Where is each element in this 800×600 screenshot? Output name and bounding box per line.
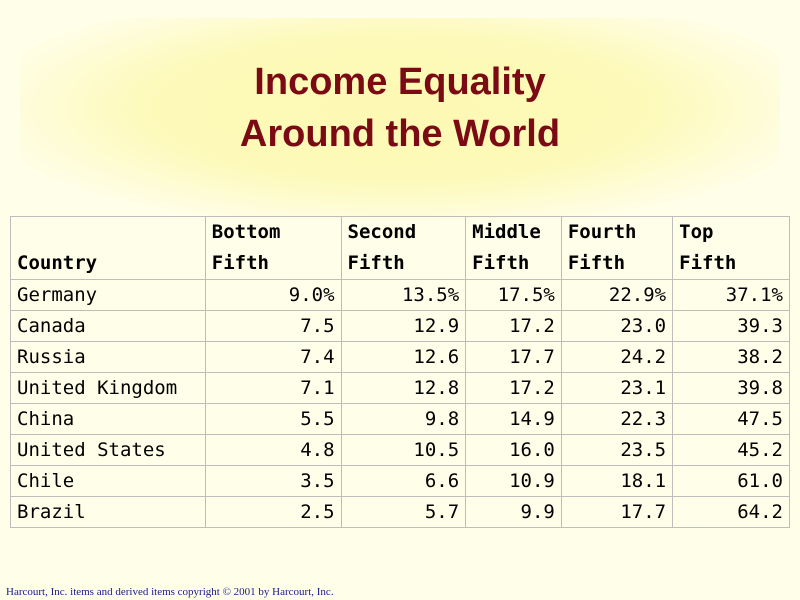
fourth-fifth-cell: 24.2: [560, 341, 674, 373]
header-fourth-line1: Fourth: [567, 221, 637, 243]
middle-fifth-cell: 17.7: [465, 341, 562, 373]
header-top-line1: Top: [679, 221, 714, 243]
header-fourth-fifth: Fourth Fifth: [560, 216, 674, 280]
second-fifth-cell: 13.5%: [340, 279, 467, 311]
country-cell: Russia: [10, 341, 206, 373]
header-second-line2: Fifth: [347, 252, 405, 274]
header-second-line1: Second: [347, 221, 417, 243]
fourth-fifth-cell: 17.7: [560, 496, 674, 528]
second-fifth-cell: 10.5: [340, 434, 467, 466]
table-row: United States 4.8 10.5 16.0 23.5 45.2: [10, 434, 790, 466]
table-row: Brazil 2.5 5.7 9.9 17.7 64.2: [10, 496, 790, 528]
title-line-1: Income Equality: [254, 61, 546, 103]
top-fifth-cell: 38.2: [672, 341, 790, 373]
header-top-line2: Fifth: [679, 252, 737, 274]
table-row: China 5.5 9.8 14.9 22.3 47.5: [10, 403, 790, 435]
bottom-fifth-cell: 4.8: [204, 434, 342, 466]
header-fourth-line2: Fifth: [567, 252, 626, 274]
top-fifth-cell: 39.3: [672, 310, 790, 342]
header-bottom-fifth: Bottom Fifth: [204, 216, 342, 280]
header-country: Country: [10, 216, 206, 280]
copyright-footer: Harcourt, Inc. items and derived items c…: [6, 586, 334, 598]
second-fifth-cell: 6.6: [340, 465, 467, 497]
table-row: Russia 7.4 12.6 17.7 24.2 38.2: [10, 341, 790, 373]
country-cell: China: [10, 403, 206, 435]
second-fifth-cell: 12.6: [340, 341, 467, 373]
country-cell: Brazil: [10, 496, 206, 528]
bottom-fifth-cell: 3.5: [204, 465, 342, 497]
bottom-fifth-cell: 2.5: [204, 496, 342, 528]
header-top-fifth: Top Fifth: [672, 216, 790, 280]
header-row: Country Bottom Fifth Second Fifth Middle…: [10, 216, 790, 280]
middle-fifth-cell: 16.0: [465, 434, 562, 466]
country-cell: United States: [10, 434, 206, 466]
top-fifth-cell: 39.8: [672, 372, 790, 404]
fourth-fifth-cell: 23.5: [560, 434, 674, 466]
header-second-fifth: Second Fifth: [340, 216, 467, 280]
fourth-fifth-cell: 22.3: [560, 403, 674, 435]
middle-fifth-cell: 17.5%: [465, 279, 562, 311]
bottom-fifth-cell: 7.5: [204, 310, 342, 342]
second-fifth-cell: 12.8: [340, 372, 467, 404]
middle-fifth-cell: 10.9: [465, 465, 562, 497]
header-middle-fifth: Middle Fifth: [465, 216, 562, 280]
middle-fifth-cell: 9.9: [465, 496, 562, 528]
title-glow: [20, 18, 780, 218]
fourth-fifth-cell: 23.1: [560, 372, 674, 404]
country-cell: Germany: [10, 279, 206, 311]
country-cell: Chile: [10, 465, 206, 497]
top-fifth-cell: 37.1%: [672, 279, 790, 311]
middle-fifth-cell: 17.2: [465, 310, 562, 342]
second-fifth-cell: 12.9: [340, 310, 467, 342]
country-cell: Canada: [10, 310, 206, 342]
bottom-fifth-cell: 7.4: [204, 341, 342, 373]
header-bottom-line2: Fifth: [211, 252, 269, 274]
middle-fifth-cell: 17.2: [465, 372, 562, 404]
table-row: Germany 9.0% 13.5% 17.5% 22.9% 37.1%: [10, 279, 790, 311]
top-fifth-cell: 64.2: [672, 496, 790, 528]
top-fifth-cell: 47.5: [672, 403, 790, 435]
header-middle-line1: Middle: [472, 221, 541, 243]
top-fifth-cell: 45.2: [672, 434, 790, 466]
table-row: United Kingdom 7.1 12.8 17.2 23.1 39.8: [10, 372, 790, 404]
header-middle-line2: Fifth: [472, 252, 530, 274]
middle-fifth-cell: 14.9: [465, 403, 562, 435]
bottom-fifth-cell: 9.0%: [204, 279, 342, 311]
table-row: Canada 7.5 12.9 17.2 23.0 39.3: [10, 310, 790, 342]
second-fifth-cell: 5.7: [340, 496, 467, 528]
page-title: Income Equality Around the World: [0, 56, 800, 160]
table-row: Chile 3.5 6.6 10.9 18.1 61.0: [10, 465, 790, 497]
bottom-fifth-cell: 5.5: [204, 403, 342, 435]
title-line-2: Around the World: [239, 113, 561, 155]
income-table: Country Bottom Fifth Second Fifth Middle…: [10, 216, 790, 528]
second-fifth-cell: 9.8: [340, 403, 467, 435]
bottom-fifth-cell: 7.1: [204, 372, 342, 404]
fourth-fifth-cell: 18.1: [560, 465, 674, 497]
top-fifth-cell: 61.0: [672, 465, 790, 497]
country-cell: United Kingdom: [10, 372, 206, 404]
header-bottom-line1: Bottom: [211, 221, 281, 243]
fourth-fifth-cell: 23.0: [560, 310, 674, 342]
fourth-fifth-cell: 22.9%: [560, 279, 674, 311]
